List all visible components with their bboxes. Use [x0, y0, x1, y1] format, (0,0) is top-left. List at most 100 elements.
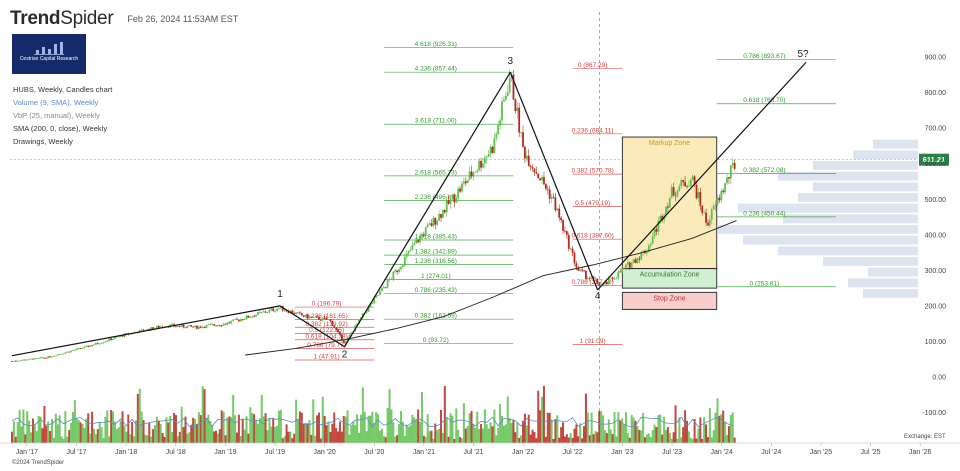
candle-body [514, 99, 517, 111]
candle-body [300, 313, 303, 316]
candle-body [493, 138, 496, 153]
fib-level-label: 0.382 (139.92) [305, 321, 347, 328]
volume-bar [79, 422, 82, 443]
candle-body [575, 263, 578, 268]
volume-bar [657, 415, 660, 443]
candle-body [508, 78, 511, 93]
volume-bar [125, 431, 128, 443]
volume-bar [348, 434, 351, 443]
candle-body [264, 311, 267, 313]
vbp-bar [798, 192, 918, 202]
volume-bar [411, 414, 414, 443]
candle-body [18, 360, 21, 362]
volume-bar [462, 403, 465, 443]
volume-bar [390, 409, 393, 443]
legend-item-drawings[interactable]: Drawings, Weekly [13, 137, 73, 146]
volume-bar [680, 437, 683, 443]
volume-bar [142, 420, 145, 443]
volume-bar [516, 422, 519, 443]
candle-body [697, 192, 700, 199]
volume-bar [645, 434, 648, 443]
candle-body [91, 345, 93, 347]
candle-body [369, 303, 372, 307]
candle-body [274, 310, 277, 312]
legend-item-vbp[interactable]: VbP (25, manual), Weekly [13, 111, 100, 120]
wave-label: 2 [342, 349, 348, 360]
candle-body [180, 324, 183, 327]
fib-level-label: 4.236 (857.44) [415, 66, 457, 73]
candle-body [102, 342, 105, 344]
legend-item-volume[interactable]: Volume (9, SMA), Weekly [13, 98, 99, 107]
volume-bar [228, 416, 231, 443]
candle-body [16, 360, 19, 362]
vbp-bar [743, 235, 918, 245]
volume-bar [699, 417, 702, 443]
volume-bar [571, 438, 574, 443]
candle-body [329, 319, 332, 321]
candle-body [379, 291, 381, 296]
elliott-wave-line [11, 305, 281, 357]
volume-bar [359, 414, 362, 443]
candle-body [552, 196, 555, 198]
volume-bar [432, 438, 435, 443]
candle-body [401, 265, 404, 268]
volume-bar [535, 438, 538, 443]
vbp-bar [783, 214, 918, 224]
volume-bar [394, 436, 397, 443]
candle-body [558, 208, 561, 218]
candle-body [56, 354, 59, 356]
candle-body [49, 356, 52, 358]
candle-body [421, 234, 423, 236]
volume-bar [297, 418, 300, 443]
fib-level-label: 0.382 (572.08) [743, 167, 785, 174]
candle-body [487, 154, 490, 157]
legend-item-symbol[interactable]: HUBS, Weekly, Candles chart [13, 85, 113, 94]
candle-body [68, 351, 71, 353]
candle-body [257, 312, 259, 315]
candle-body [613, 278, 616, 280]
candle-body [150, 327, 153, 331]
volume-bar [369, 415, 372, 443]
candle-body [220, 325, 223, 327]
candle-body [314, 316, 317, 318]
candle-body [604, 281, 606, 285]
copyright: ©2024 TrendSpider [12, 460, 65, 466]
sma-200-line [245, 220, 737, 356]
volume-bar [440, 409, 443, 443]
candle-body [443, 210, 446, 213]
volume-bar [226, 417, 229, 443]
candle-body [289, 310, 292, 313]
volume-bar [621, 418, 624, 443]
y-tick-label: 600.00 [925, 161, 947, 168]
volume-bar [687, 431, 690, 443]
candle-body [503, 99, 505, 102]
candle-body [112, 338, 114, 341]
labels-layer: 611.21 1 2 3 4 5? [277, 49, 949, 360]
candle-body [182, 324, 185, 328]
volume-bar [689, 438, 692, 443]
volume-bar [436, 430, 439, 443]
volume-bar [70, 422, 73, 443]
candle-body [640, 252, 643, 260]
candle-body [424, 227, 427, 236]
candle-body [87, 345, 90, 347]
candle-body [659, 216, 662, 221]
candle-body [211, 324, 214, 326]
volume-by-price-layer [718, 139, 918, 298]
volume-bar [522, 420, 525, 443]
candle-body [104, 341, 107, 343]
candle-body [234, 318, 236, 320]
legend-item-sma[interactable]: SMA (200, 0, close), Weekly [13, 124, 108, 133]
volume-bar [150, 436, 153, 443]
x-tick-label: Jan '23 [611, 449, 633, 456]
zone-box [621, 291, 718, 310]
candle-body [344, 340, 347, 344]
zones-layer: Markup Zone Accumulation Zone Stop Zone [621, 136, 718, 310]
volume-bar [640, 430, 643, 443]
volume-bar [47, 421, 50, 443]
volume-bar [603, 430, 606, 443]
volume-bar [352, 421, 355, 443]
volume-bar [615, 436, 618, 443]
candle-body [125, 333, 128, 334]
